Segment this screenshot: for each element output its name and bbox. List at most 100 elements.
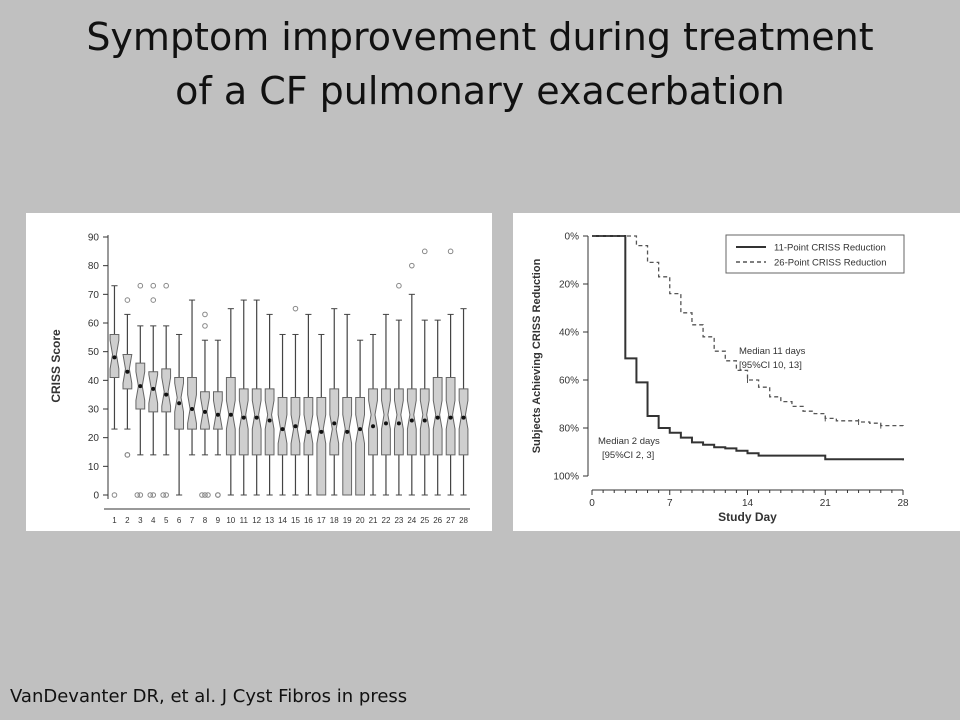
mean-dot — [448, 415, 453, 420]
box — [277, 397, 288, 456]
y-tick-label: 90 — [88, 233, 100, 244]
x-tick-label: 7 — [667, 498, 673, 509]
step-chart: 0% 20% 40% 60% 80% 100% 0 7 14 21 28 Study Day Subje… — [531, 232, 909, 525]
x-tick-label: 1 — [112, 516, 117, 525]
slide-title-line-1: Symptom improvement during treatment — [86, 15, 874, 59]
x-tick-label: 2 — [125, 516, 130, 525]
outlier-point — [124, 297, 131, 303]
slide-title-line-2: of a CF pulmonary exacerbation — [175, 69, 785, 113]
x-tick-label: 8 — [203, 516, 208, 525]
mean-dot — [190, 407, 195, 411]
outlier-point — [396, 282, 402, 289]
y-tick-label: 60% — [559, 376, 579, 387]
box — [251, 388, 262, 456]
mean-dot — [267, 418, 272, 423]
mean-dot — [125, 369, 130, 374]
x-tick-label: 3 — [138, 516, 143, 525]
outlier-point — [150, 297, 157, 303]
mean-dot — [306, 429, 311, 434]
y-tick-label: 40 — [88, 376, 100, 387]
mean-dot — [228, 412, 233, 417]
mean-dot — [241, 415, 246, 420]
slide-title: Symptom improvement during treatment of … — [0, 10, 960, 118]
outlier-point — [163, 282, 169, 289]
x-tick-label: 11 — [240, 516, 249, 525]
legend-box — [725, 234, 905, 274]
x-tick-label: 27 — [446, 516, 455, 525]
x-tick-label: 0 — [589, 498, 595, 509]
x-tick-label: 21 — [820, 498, 832, 509]
mean-dot — [332, 421, 337, 426]
outlier-point — [409, 262, 415, 269]
x-tick-label: 15 — [291, 516, 300, 525]
y-tick-label: 100% — [553, 472, 579, 483]
y-axis-label: Subjects Achieving CRISS Reduction — [531, 258, 543, 453]
outlier-point — [205, 492, 211, 498]
step-chart-panel: 0% 20% 40% 60% 80% 100% 0 7 14 21 28 Study Day Subje… — [513, 213, 960, 531]
mean-dot — [293, 424, 298, 429]
outlier-point — [202, 492, 208, 498]
outlier-point — [447, 248, 454, 255]
y-tick-label: 80 — [88, 261, 100, 272]
x-tick-label: 19 — [343, 516, 352, 525]
box — [187, 376, 197, 430]
outlier-point — [124, 452, 131, 458]
box — [316, 397, 327, 496]
x-tick-label: 25 — [420, 516, 429, 525]
outlier-point — [215, 492, 221, 498]
box — [161, 368, 172, 413]
x-tick-label: 12 — [252, 516, 261, 525]
y-tick-label: 30 — [88, 405, 100, 416]
mean-dot — [319, 429, 324, 434]
mean-dot — [383, 421, 388, 426]
box — [458, 388, 469, 456]
outlier-point — [421, 248, 428, 255]
box — [238, 388, 249, 456]
outlier-point — [111, 492, 118, 498]
series-line-11-point — [592, 235, 904, 461]
x-tick-label: 14 — [278, 516, 287, 525]
outlier-point — [134, 492, 141, 498]
mean-dot — [358, 427, 363, 432]
citation: VanDevanter DR, et al. J Cyst Fibros in … — [10, 686, 408, 707]
mean-dot — [164, 392, 169, 397]
x-tick-label: 20 — [356, 516, 365, 525]
x-tick-label: 7 — [190, 516, 195, 525]
mean-dot — [215, 412, 220, 417]
y-tick-label: 50 — [88, 347, 100, 358]
x-tick-label: 16 — [304, 516, 313, 525]
outlier-point — [202, 323, 208, 329]
legend-label: 26-Point CRISS Reduction — [774, 258, 886, 269]
box — [355, 397, 366, 496]
y-tick-label: 20 — [88, 433, 100, 444]
legend-label: 11-Point CRISS Reduction — [774, 243, 886, 254]
x-tick-label: 10 — [226, 516, 235, 525]
x-tick-label: 23 — [394, 516, 403, 525]
box — [212, 391, 223, 430]
mean-dot — [422, 418, 427, 423]
box-plot-panel: 0 10 20 30 40 50 60 70 80 90 CRISS Score 1 2 3 4 5 6 7 8 9 1… — [26, 213, 492, 531]
y-tick-label: 80% — [559, 424, 579, 435]
x-tick-label: 28 — [459, 516, 468, 525]
x-tick-label: 21 — [369, 516, 378, 525]
annotation-median-2-line2: [95%CI 2, 3] — [602, 450, 654, 461]
mean-dot — [138, 384, 143, 389]
x-tick-label: 18 — [330, 516, 339, 525]
mean-dot — [112, 355, 117, 360]
outlier-point — [150, 492, 157, 498]
y-tick-label: 60 — [88, 319, 100, 330]
mean-dot — [371, 424, 376, 429]
mean-dot — [461, 415, 466, 420]
x-tick-label: 14 — [742, 498, 754, 509]
mean-dot — [254, 415, 259, 420]
x-tick-label: 24 — [407, 516, 416, 525]
y-tick-label: 70 — [88, 290, 100, 301]
outlier-point — [199, 492, 205, 498]
outlier-point — [202, 311, 208, 318]
x-tick-label: 5 — [164, 516, 169, 525]
y-tick-label: 20% — [559, 280, 579, 291]
mean-dot — [409, 418, 414, 423]
y-tick-label: 0% — [565, 232, 580, 243]
x-tick-label: 9 — [216, 516, 221, 525]
